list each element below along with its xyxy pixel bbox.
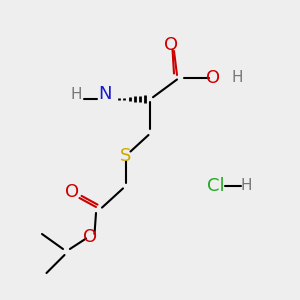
Text: O: O xyxy=(65,183,79,201)
Text: H: H xyxy=(231,70,243,86)
Text: N: N xyxy=(98,85,112,103)
Text: H: H xyxy=(240,178,252,194)
Text: S: S xyxy=(120,147,132,165)
Text: Cl: Cl xyxy=(207,177,225,195)
Text: O: O xyxy=(83,228,97,246)
Text: O: O xyxy=(164,36,178,54)
Text: H: H xyxy=(71,87,82,102)
Text: O: O xyxy=(206,69,220,87)
